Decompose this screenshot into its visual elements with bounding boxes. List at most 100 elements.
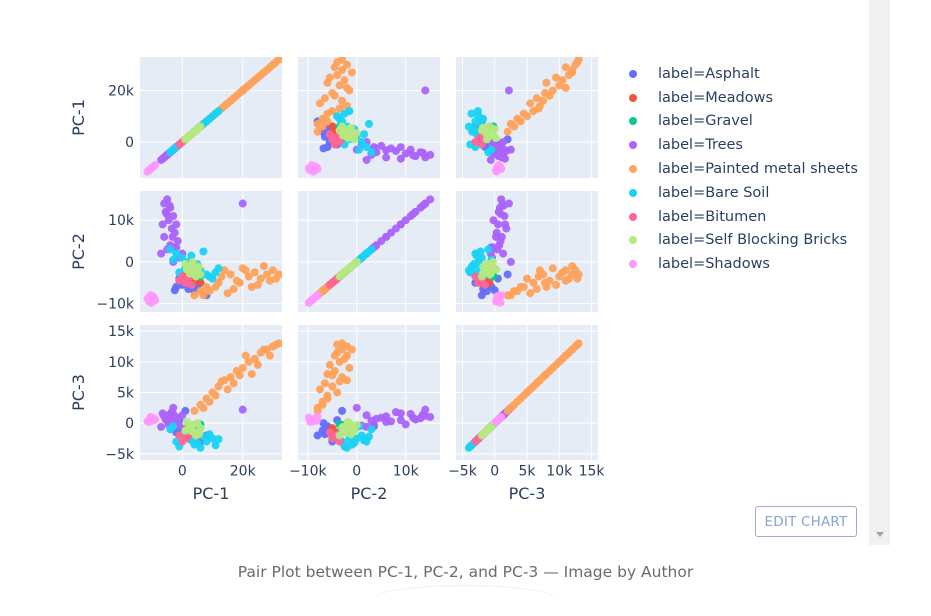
data-point: [247, 78, 256, 87]
data-point: [223, 289, 232, 298]
data-point: [342, 60, 351, 69]
y-tick-label: −10k: [96, 297, 135, 313]
data-point: [187, 129, 196, 138]
data-point: [241, 266, 250, 275]
subplot-PC-2-vs-PC-3: [456, 191, 598, 312]
scrollbar[interactable]: [869, 0, 890, 545]
scroll-down-arrow-icon[interactable]: [876, 532, 884, 537]
data-point: [532, 285, 541, 294]
data-point: [503, 270, 512, 279]
legend-item[interactable]: label=Self Blocking Bricks: [622, 229, 862, 253]
data-point: [196, 424, 205, 433]
data-point: [229, 285, 238, 294]
data-point: [409, 413, 418, 422]
data-point: [467, 109, 476, 118]
legend-item[interactable]: label=Bitumen: [622, 205, 862, 229]
legend-label: label=Gravel: [658, 113, 753, 130]
legend-item[interactable]: label=Bare Soil: [622, 181, 862, 205]
data-point: [488, 257, 497, 266]
data-point: [340, 76, 349, 85]
x-tick-label: 10k: [393, 464, 420, 480]
data-point: [211, 282, 220, 291]
data-point: [338, 96, 347, 105]
data-point: [482, 267, 491, 276]
data-point: [313, 127, 322, 136]
data-point: [338, 65, 347, 74]
data-point: [333, 58, 342, 67]
legend-item[interactable]: label=Shadows: [622, 252, 862, 276]
data-point: [166, 245, 175, 254]
legend-item[interactable]: label=Asphalt: [622, 62, 862, 86]
legend-swatch: [629, 69, 637, 78]
data-point: [341, 427, 350, 436]
data-point: [534, 377, 543, 386]
data-point: [226, 373, 235, 382]
data-point: [335, 431, 344, 440]
data-point: [541, 371, 550, 380]
data-point: [479, 123, 488, 132]
data-point: [205, 272, 214, 281]
legend-label: label=Meadows: [658, 89, 774, 106]
data-point: [199, 403, 208, 412]
data-point: [365, 432, 373, 441]
data-point: [178, 437, 187, 446]
data-point: [217, 377, 226, 386]
subplot-PC-2-vs-PC-1: [140, 191, 282, 312]
data-point: [323, 78, 332, 87]
data-point: [265, 63, 274, 72]
data-point: [367, 425, 376, 434]
data-point: [312, 416, 321, 425]
data-point: [421, 86, 430, 95]
data-point: [165, 201, 174, 210]
data-point: [169, 145, 178, 154]
data-point: [513, 287, 522, 296]
x-tick-label: 0: [490, 464, 499, 480]
data-point: [205, 287, 214, 296]
data-point: [271, 340, 280, 349]
data-point: [568, 262, 577, 271]
data-point: [341, 267, 350, 276]
data-point: [421, 405, 430, 414]
data-point: [573, 340, 582, 349]
x-tick-label: 5k: [518, 464, 536, 480]
data-point: [325, 428, 334, 437]
data-point: [526, 99, 535, 108]
data-point: [496, 209, 505, 218]
data-point: [347, 68, 356, 77]
data-point: [506, 119, 515, 128]
y-tick-label: 20k: [108, 83, 135, 99]
x-tick-label: 10k: [546, 464, 573, 480]
data-point: [489, 216, 498, 225]
legend-label: label=Bitumen: [658, 208, 767, 225]
data-point: [338, 406, 347, 415]
data-point: [194, 262, 203, 271]
points-group: [143, 339, 282, 452]
data-point: [259, 345, 268, 354]
subplot-PC-1-vs-PC-3: [456, 57, 598, 178]
data-point: [265, 276, 274, 285]
data-point: [493, 163, 502, 172]
edit-chart-button[interactable]: EDIT CHART: [755, 506, 857, 537]
data-point: [350, 135, 359, 144]
subplot-PC-3-vs-PC-3: [456, 325, 598, 460]
data-point: [503, 127, 512, 136]
data-point: [492, 134, 501, 143]
data-point: [320, 379, 329, 388]
data-point: [211, 109, 220, 118]
legend-item[interactable]: label=Meadows: [622, 86, 862, 110]
data-point: [211, 268, 220, 277]
data-point: [481, 280, 490, 289]
data-point: [352, 257, 361, 266]
data-point: [328, 89, 337, 98]
legend-item[interactable]: label=Gravel: [622, 110, 862, 134]
y-tick-label: −5k: [105, 447, 135, 463]
legend-label: label=Self Blocking Bricks: [658, 232, 848, 249]
legend-item[interactable]: label=Painted metal sheets: [622, 157, 862, 181]
data-point: [367, 148, 376, 157]
data-point: [188, 257, 197, 266]
data-point: [335, 114, 344, 123]
legend-item[interactable]: label=Trees: [622, 133, 862, 157]
data-point: [342, 83, 351, 92]
data-point: [328, 382, 337, 391]
